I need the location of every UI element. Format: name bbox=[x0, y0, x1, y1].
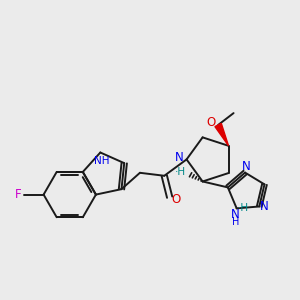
Text: O: O bbox=[206, 116, 215, 129]
Text: N: N bbox=[242, 160, 250, 172]
Text: N: N bbox=[176, 152, 184, 164]
Text: ·H: ·H bbox=[238, 203, 249, 213]
Text: N: N bbox=[231, 208, 239, 221]
Text: O: O bbox=[172, 193, 181, 206]
Text: NH: NH bbox=[94, 155, 110, 166]
Text: ·H: ·H bbox=[175, 167, 187, 177]
Polygon shape bbox=[215, 123, 229, 146]
Text: F: F bbox=[14, 188, 21, 201]
Text: N: N bbox=[260, 200, 269, 213]
Text: H: H bbox=[232, 217, 239, 227]
